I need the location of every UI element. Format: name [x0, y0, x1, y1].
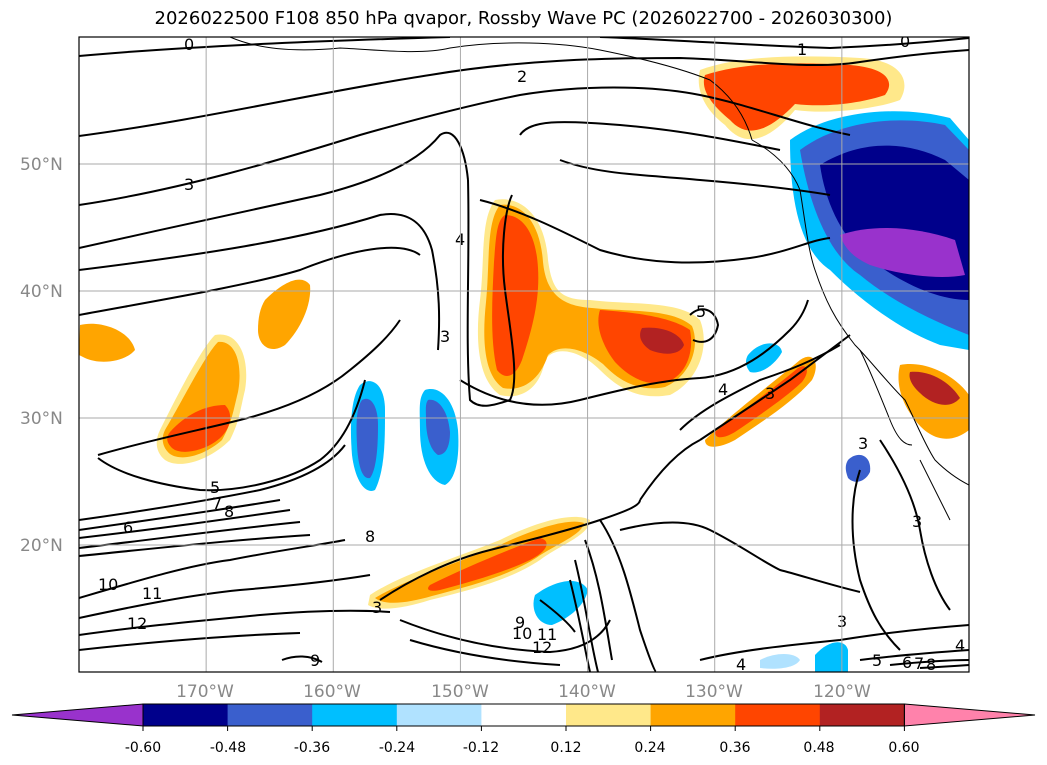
colorbar-tick-label: 0.12: [550, 740, 581, 756]
contour-label: 9: [515, 613, 525, 632]
positive-anomaly-baja-core: [909, 371, 960, 405]
contour-label: 11: [537, 625, 557, 644]
lon-tick-label: 140°W: [558, 682, 616, 702]
colorbar-frame: [142, 703, 905, 727]
contour-label: 3: [440, 327, 450, 346]
colorbar-segment: [735, 704, 821, 726]
positive-anomaly-west-2: [258, 279, 311, 350]
contour-label: 5: [696, 302, 706, 321]
contour-label: 6: [123, 518, 133, 537]
negative-anomaly-128w: [745, 343, 782, 373]
contour-layer: [79, 37, 969, 672]
contour-label: 3: [765, 384, 775, 403]
lon-tick-label: 160°W: [303, 682, 361, 702]
contour-label: 3: [858, 434, 868, 453]
colorbar-tick-label: 0.48: [803, 740, 834, 756]
lon-tick-label: 130°W: [685, 682, 743, 702]
map-frame: [78, 36, 970, 673]
negative-anomaly-pnw-extreme: [840, 228, 965, 277]
colorbar-extend-high: [903, 703, 1036, 727]
lat-tick-label: 50°N: [20, 155, 63, 175]
contour-label: 10: [512, 624, 532, 643]
contour-label: 4: [955, 636, 965, 655]
negative-anomaly-158w-core: [356, 398, 378, 479]
map-title: 2026022500 F108 850 hPa qvapor, Rossby W…: [154, 8, 893, 29]
contour-label: 0: [900, 32, 910, 51]
negative-anomaly-141w: [533, 580, 588, 625]
contour-labels: 0 0 1 2 3 4 3 5 4 3 5 6 7 8 10 11 12 8 9…: [98, 32, 965, 674]
contour-label: 7: [212, 494, 222, 513]
lon-tick-labels: 170°W 160°W 150°W 140°W 130°W 120°W: [176, 682, 871, 702]
contour-label: 12: [532, 638, 552, 657]
colorbar-segment: [650, 704, 736, 726]
lat-tick-label: 20°N: [20, 536, 63, 556]
contour-label: 3: [184, 175, 194, 194]
colorbar-segment: [481, 704, 567, 726]
colorbar-tick-label: -0.24: [379, 740, 415, 756]
colorbar-tick-labels: -0.60 -0.48 -0.36 -0.24 -0.12 0.12 0.24 …: [125, 740, 920, 756]
lat-tick-labels: 50°N 40°N 30°N 20°N: [20, 155, 63, 556]
positive-anomaly-west-3: [79, 323, 135, 362]
colorbar-segment: [312, 704, 398, 726]
contour-label: 0: [184, 35, 194, 54]
contour-label: 1: [797, 40, 807, 59]
lon-tick-label: 150°W: [431, 682, 489, 702]
negative-anomaly-south: [815, 642, 848, 672]
colorbar-tick-label: -0.60: [125, 740, 161, 756]
contour-label: 11: [142, 584, 162, 603]
lat-tick-label: 40°N: [20, 282, 63, 302]
colorbar-segment: [396, 704, 482, 726]
contour-label: 5: [210, 478, 220, 497]
contour-label: 10: [98, 575, 118, 594]
colorbar: [11, 703, 1036, 731]
contour-label: 7: [914, 654, 924, 673]
contour-label: 5: [872, 651, 882, 670]
colorbar-segment: [227, 704, 313, 726]
lon-tick-label: 120°W: [813, 682, 871, 702]
lon-tick-label: 170°W: [176, 682, 234, 702]
negative-anomaly-south2: [760, 654, 800, 669]
map-plot-area: 0 0 1 2 3 4 3 5 4 3 5 6 7 8 10 11 12 8 9…: [79, 32, 969, 674]
contour-label: 3: [372, 598, 382, 617]
colorbar-segment: [143, 704, 229, 726]
positive-anomaly-east-core: [598, 310, 692, 384]
negative-anomaly-151w-core: [425, 399, 450, 455]
contour-label: 6: [902, 653, 912, 672]
positive-anomaly-subtropical-core: [428, 538, 547, 591]
positive-anomaly-east-extreme: [640, 327, 684, 354]
gridlines: [79, 37, 969, 672]
colorbar-tick-label: 0.24: [634, 740, 665, 756]
contour-label: 4: [718, 380, 728, 399]
negative-anomaly-120w: [845, 454, 871, 482]
contour-label: 12: [127, 614, 147, 633]
shading-layer: [79, 56, 969, 672]
colorbar-segment: [819, 704, 905, 726]
contour-label: 8: [365, 527, 375, 546]
contour-label: 8: [224, 502, 234, 521]
colorbar-tick-label: -0.48: [210, 740, 246, 756]
colorbar-tick-label: 0.60: [888, 740, 919, 756]
colorbar-tick-label: -0.12: [463, 740, 499, 756]
contour-label: 8: [926, 655, 936, 674]
positive-anomaly-alaska: [703, 63, 890, 131]
colorbar-segment: [566, 704, 652, 726]
contour-label: 2: [517, 67, 527, 86]
contour-label: 4: [736, 655, 746, 674]
positive-anomaly-west-core: [167, 405, 231, 452]
contour-label: 9: [310, 651, 320, 670]
colorbar-tick-label: -0.36: [294, 740, 330, 756]
lat-tick-label: 30°N: [20, 409, 63, 429]
contour-label: 3: [912, 512, 922, 531]
colorbar-extend-low: [11, 703, 144, 727]
colorbar-tick-label: 0.36: [719, 740, 750, 756]
